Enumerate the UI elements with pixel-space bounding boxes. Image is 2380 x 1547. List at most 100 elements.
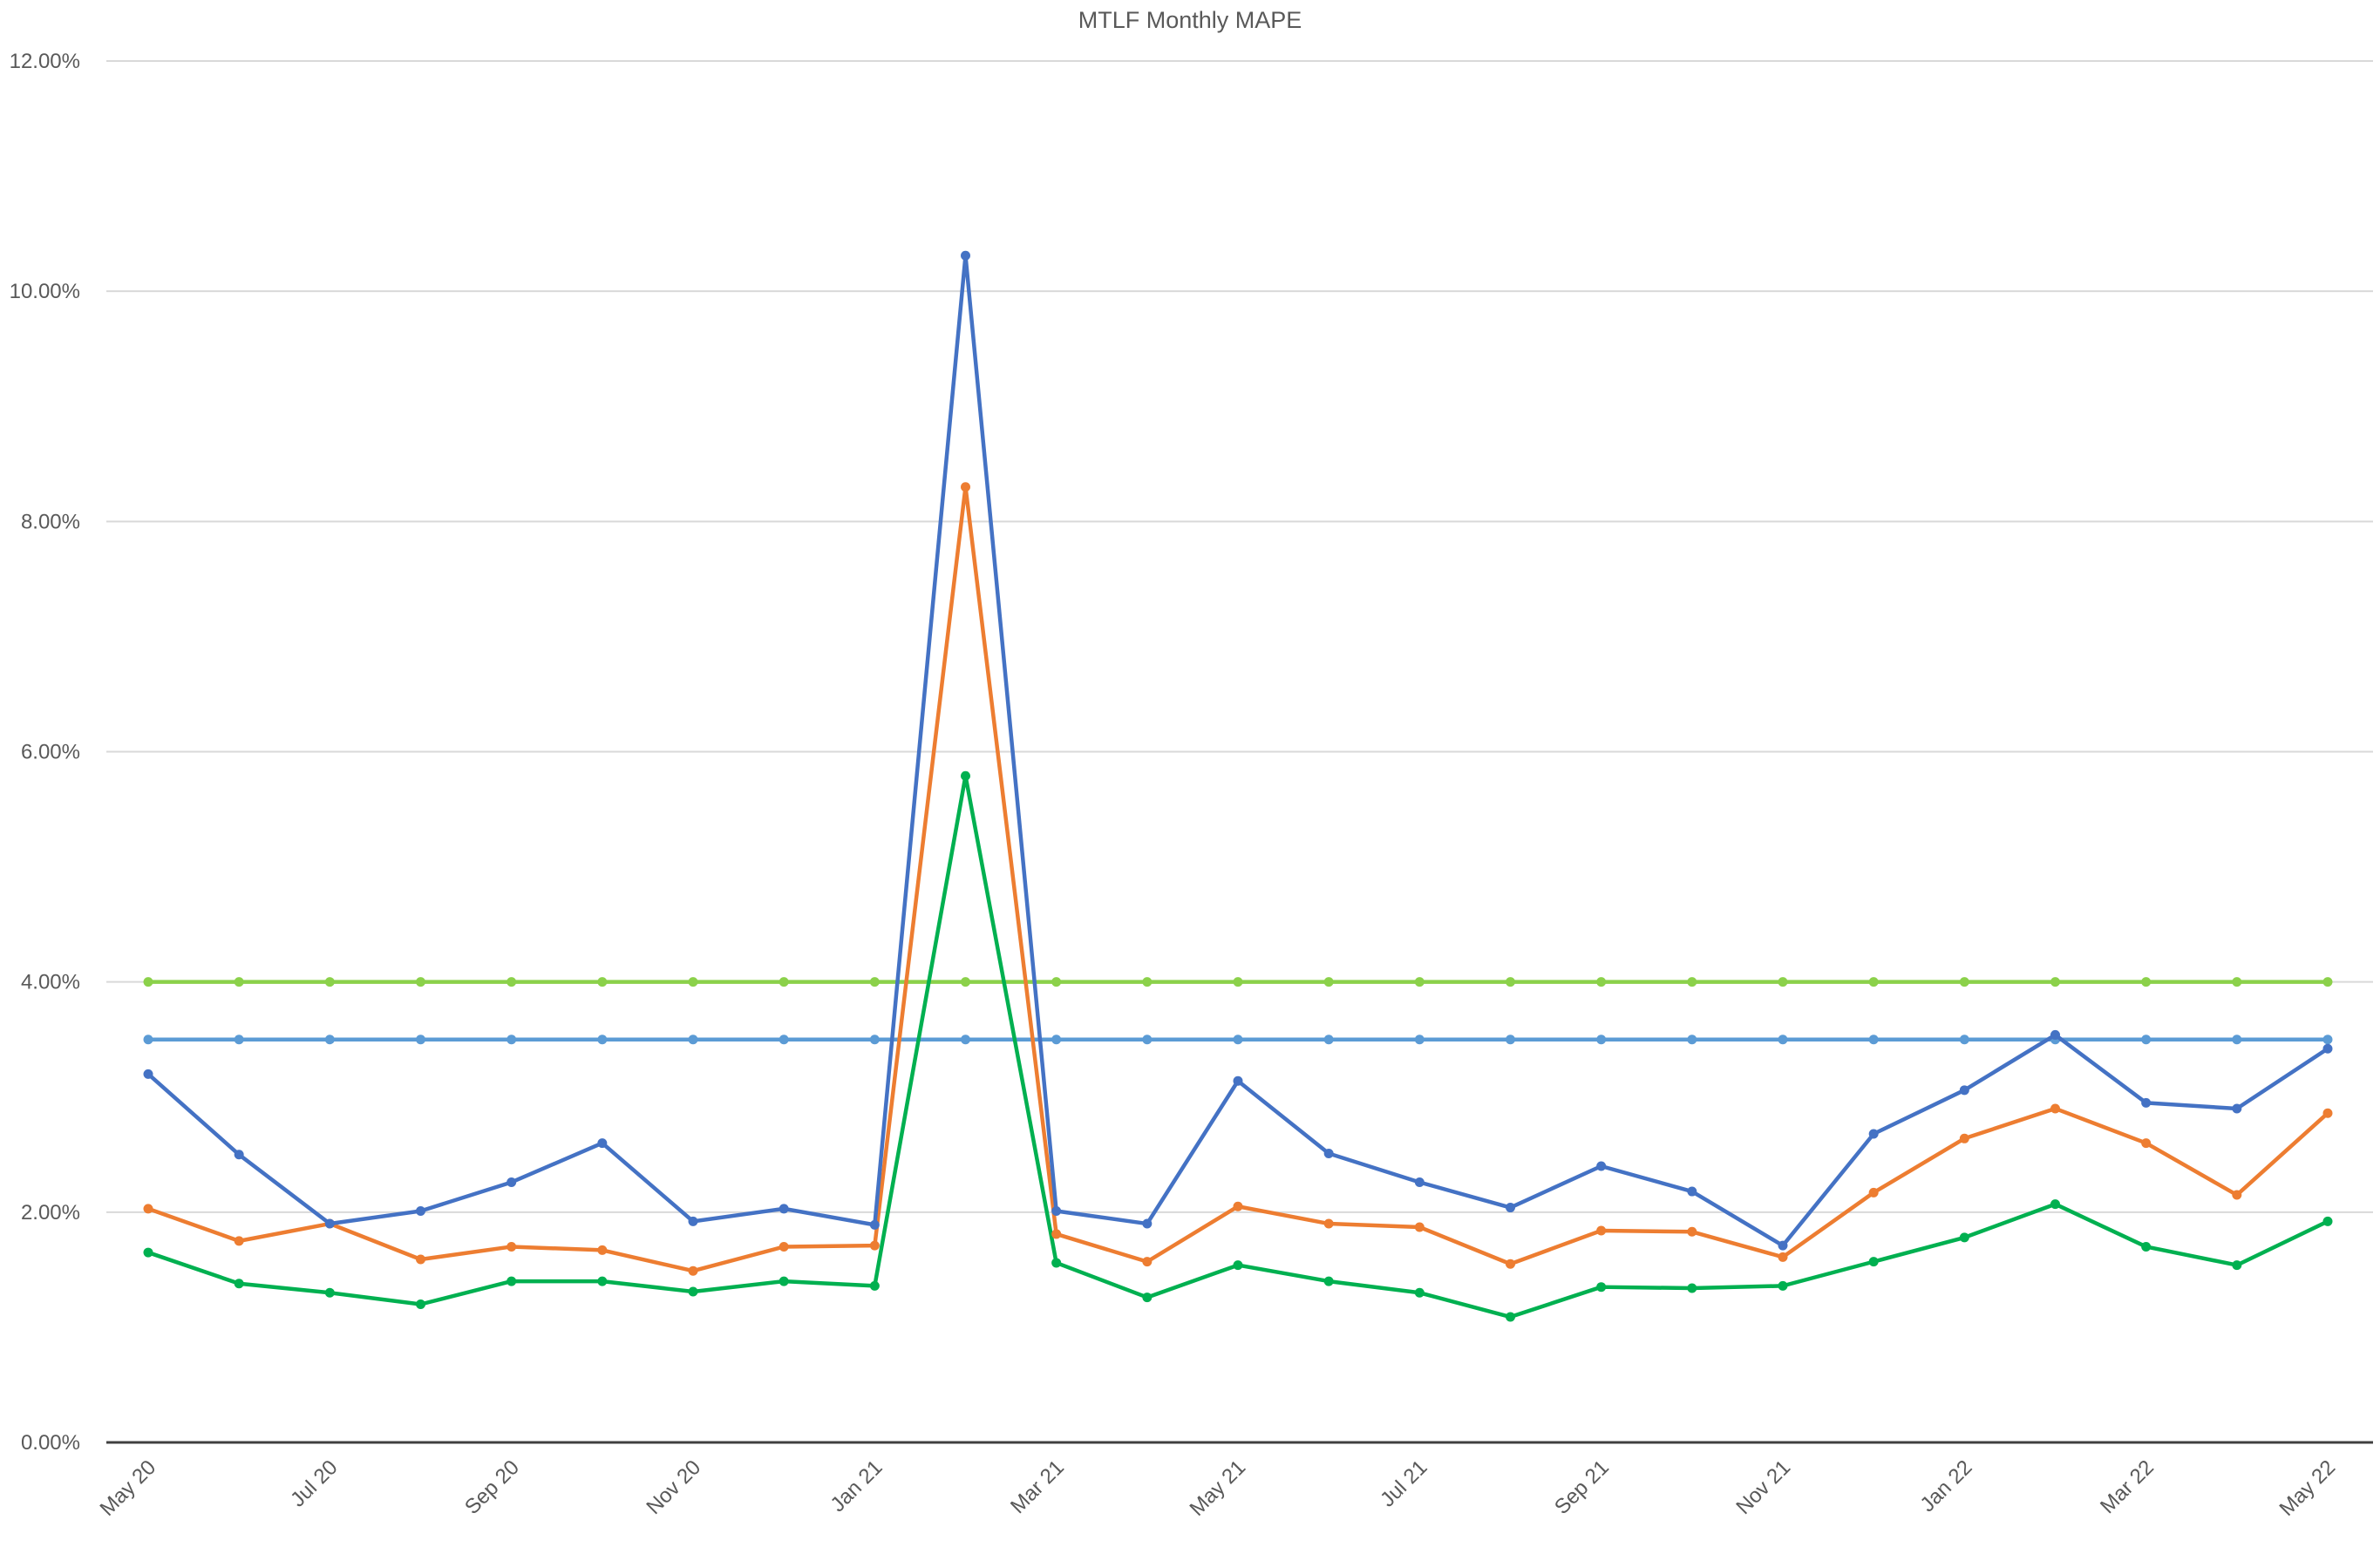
data-point-marker[interactable]: [597, 977, 608, 987]
data-point-marker[interactable]: [779, 1276, 789, 1286]
data-point-marker[interactable]: [1414, 977, 1425, 987]
data-point-marker[interactable]: [961, 977, 970, 987]
data-point-marker[interactable]: [2141, 977, 2152, 987]
data-point-marker[interactable]: [416, 1299, 425, 1309]
data-point-marker[interactable]: [1506, 1035, 1515, 1045]
data-point-marker[interactable]: [779, 1204, 789, 1214]
data-point-marker[interactable]: [1687, 1226, 1697, 1237]
data-point-marker[interactable]: [416, 977, 425, 987]
data-point-marker[interactable]: [1051, 977, 1062, 987]
data-point-marker[interactable]: [961, 250, 970, 261]
data-point-marker[interactable]: [1778, 1280, 1788, 1291]
data-point-marker[interactable]: [1959, 977, 1969, 987]
data-point-marker[interactable]: [507, 1276, 517, 1286]
data-point-marker[interactable]: [688, 1265, 698, 1276]
data-point-marker[interactable]: [143, 1204, 153, 1214]
data-point-marker[interactable]: [597, 1245, 608, 1255]
data-point-marker[interactable]: [416, 1206, 425, 1217]
data-point-marker[interactable]: [688, 1035, 698, 1045]
data-point-marker[interactable]: [234, 1150, 244, 1160]
data-point-marker[interactable]: [2050, 1103, 2060, 1114]
data-point-marker[interactable]: [2322, 1216, 2333, 1226]
data-point-marker[interactable]: [2322, 977, 2333, 987]
data-point-marker[interactable]: [1323, 1035, 1334, 1045]
data-point-marker[interactable]: [869, 1280, 880, 1291]
data-point-marker[interactable]: [1506, 1203, 1515, 1213]
data-point-marker[interactable]: [416, 1035, 425, 1045]
data-point-marker[interactable]: [1596, 977, 1607, 987]
data-point-marker[interactable]: [1233, 1075, 1243, 1086]
data-point-marker[interactable]: [1959, 1035, 1969, 1045]
data-point-marker[interactable]: [1414, 1222, 1425, 1232]
data-point-marker[interactable]: [688, 977, 698, 987]
data-point-marker[interactable]: [597, 1138, 608, 1149]
data-point-marker[interactable]: [2050, 977, 2060, 987]
data-point-marker[interactable]: [1323, 1276, 1334, 1286]
data-point-marker[interactable]: [1596, 1161, 1607, 1171]
data-point-marker[interactable]: [324, 1035, 335, 1045]
data-point-marker[interactable]: [507, 1241, 517, 1252]
data-point-marker[interactable]: [2232, 1190, 2242, 1200]
data-point-marker[interactable]: [1687, 1186, 1697, 1197]
data-point-marker[interactable]: [1051, 1258, 1062, 1268]
data-point-marker[interactable]: [2050, 1029, 2060, 1040]
data-point-marker[interactable]: [234, 1035, 244, 1045]
data-point-marker[interactable]: [1051, 1035, 1062, 1045]
data-point-marker[interactable]: [779, 1035, 789, 1045]
data-point-marker[interactable]: [2232, 1035, 2242, 1045]
data-point-marker[interactable]: [234, 977, 244, 987]
data-point-marker[interactable]: [2232, 977, 2242, 987]
data-point-marker[interactable]: [1687, 1035, 1697, 1045]
data-point-marker[interactable]: [961, 1035, 970, 1045]
data-point-marker[interactable]: [779, 977, 789, 987]
data-point-marker[interactable]: [234, 1236, 244, 1246]
data-point-marker[interactable]: [1868, 1035, 1879, 1045]
data-point-marker[interactable]: [1868, 1187, 1879, 1198]
data-point-marker[interactable]: [507, 1035, 517, 1045]
data-point-marker[interactable]: [143, 1035, 153, 1045]
data-point-marker[interactable]: [869, 1219, 880, 1230]
data-point-marker[interactable]: [1051, 1229, 1062, 1239]
data-point-marker[interactable]: [2141, 1241, 2152, 1252]
data-point-marker[interactable]: [1414, 1177, 1425, 1187]
data-point-marker[interactable]: [2141, 1097, 2152, 1108]
data-point-marker[interactable]: [779, 1241, 789, 1252]
data-point-marker[interactable]: [1778, 1252, 1788, 1262]
data-point-marker[interactable]: [143, 1247, 153, 1258]
data-point-marker[interactable]: [597, 1276, 608, 1286]
data-point-marker[interactable]: [1868, 1257, 1879, 1267]
data-point-marker[interactable]: [1596, 1035, 1607, 1045]
data-point-marker[interactable]: [1778, 1035, 1788, 1045]
data-point-marker[interactable]: [1959, 1232, 1969, 1243]
data-point-marker[interactable]: [1868, 977, 1879, 987]
data-point-marker[interactable]: [1687, 977, 1697, 987]
data-point-marker[interactable]: [324, 1287, 335, 1298]
data-point-marker[interactable]: [1142, 1218, 1153, 1229]
data-point-marker[interactable]: [1596, 1225, 1607, 1236]
data-point-marker[interactable]: [869, 977, 880, 987]
data-point-marker[interactable]: [1506, 1312, 1515, 1322]
data-point-marker[interactable]: [2322, 1108, 2333, 1118]
data-point-marker[interactable]: [1506, 1259, 1515, 1269]
data-point-marker[interactable]: [1323, 1218, 1334, 1229]
data-point-marker[interactable]: [1233, 1201, 1243, 1211]
data-point-marker[interactable]: [688, 1216, 698, 1226]
data-point-marker[interactable]: [869, 1035, 880, 1045]
data-point-marker[interactable]: [507, 977, 517, 987]
data-point-marker[interactable]: [234, 1279, 244, 1289]
data-point-marker[interactable]: [143, 977, 153, 987]
data-point-marker[interactable]: [869, 1240, 880, 1251]
data-point-marker[interactable]: [1414, 1287, 1425, 1298]
data-point-marker[interactable]: [961, 482, 970, 492]
data-point-marker[interactable]: [1323, 977, 1334, 987]
data-point-marker[interactable]: [1414, 1035, 1425, 1045]
data-point-marker[interactable]: [324, 1218, 335, 1229]
data-point-marker[interactable]: [2141, 1138, 2152, 1149]
data-point-marker[interactable]: [1596, 1282, 1607, 1293]
data-point-marker[interactable]: [2322, 1043, 2333, 1054]
data-point-marker[interactable]: [1051, 1206, 1062, 1217]
data-point-marker[interactable]: [688, 1286, 698, 1297]
data-point-marker[interactable]: [1959, 1133, 1969, 1143]
data-point-marker[interactable]: [1687, 1283, 1697, 1293]
data-point-marker[interactable]: [143, 1069, 153, 1079]
